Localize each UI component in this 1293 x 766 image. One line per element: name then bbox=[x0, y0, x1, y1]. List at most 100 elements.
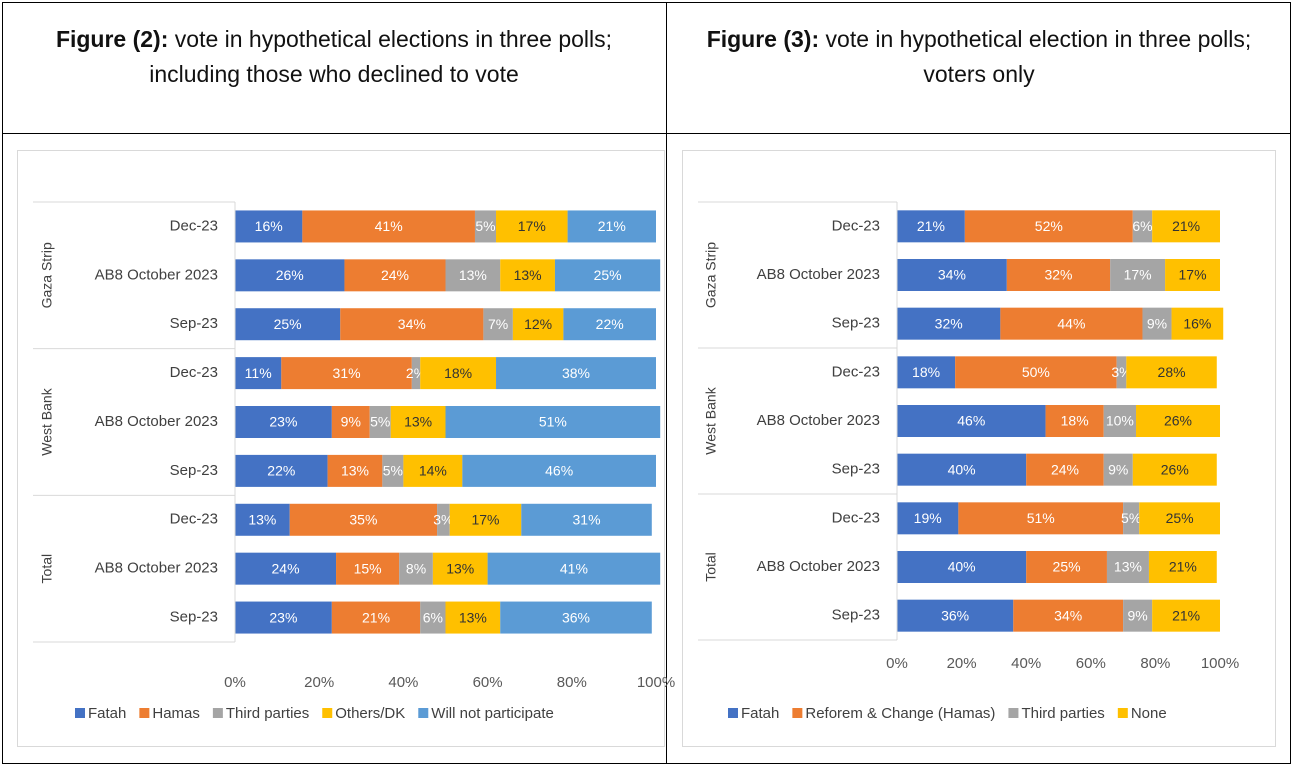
bar-segment bbox=[897, 599, 1014, 632]
bar-segment bbox=[964, 210, 1133, 243]
bar-segment bbox=[496, 357, 656, 390]
value-label: 17% bbox=[1179, 267, 1207, 283]
bar-segment bbox=[1142, 307, 1172, 340]
value-label: 41% bbox=[375, 218, 403, 234]
figure-caption: vote in hypothetical election in three p… bbox=[825, 26, 1252, 87]
legend-label: Fatah bbox=[88, 705, 126, 722]
bar-segment bbox=[1006, 259, 1111, 291]
figure-label: Figure (2): bbox=[55, 26, 169, 52]
x-tick-label: 100% bbox=[1201, 655, 1239, 672]
value-label: 44% bbox=[1057, 315, 1085, 331]
bar-segment bbox=[445, 406, 661, 438]
value-label: 17% bbox=[471, 511, 499, 527]
bar-segment bbox=[327, 454, 383, 487]
bar-segment bbox=[483, 308, 513, 341]
value-label: 9% bbox=[341, 414, 361, 430]
category-label: Sep-23 bbox=[170, 462, 218, 479]
value-label: 14% bbox=[419, 463, 447, 479]
value-label: 46% bbox=[545, 463, 573, 479]
x-tick-label: 40% bbox=[388, 674, 418, 691]
value-label: 25% bbox=[1053, 559, 1081, 575]
bar-segment bbox=[289, 503, 438, 536]
legend-swatch bbox=[139, 708, 150, 718]
bar-segment bbox=[445, 601, 501, 634]
bar-segment bbox=[235, 259, 345, 292]
value-label: 51% bbox=[539, 414, 567, 430]
bar-segment bbox=[1103, 405, 1137, 437]
value-label: 51% bbox=[1027, 510, 1055, 526]
value-label: 21% bbox=[598, 218, 626, 234]
bar-segment bbox=[344, 259, 446, 292]
bar-segment bbox=[897, 259, 1007, 291]
bar-segment bbox=[235, 308, 341, 341]
bar-segment bbox=[420, 601, 446, 634]
bar-segment bbox=[390, 406, 446, 438]
header-cell: Figure (2): vote in hypothetical electio… bbox=[20, 22, 648, 92]
bar-segment bbox=[235, 454, 328, 487]
category-label: AB8 October 2023 bbox=[95, 413, 218, 430]
bar-segment bbox=[897, 356, 956, 389]
legend-label: None bbox=[1131, 705, 1167, 722]
bar-segment bbox=[487, 552, 661, 585]
value-label: 40% bbox=[948, 461, 976, 477]
bar-segment bbox=[1106, 551, 1149, 583]
legend-swatch bbox=[212, 708, 223, 718]
value-label: 5% bbox=[370, 414, 390, 430]
legend-swatch bbox=[728, 708, 738, 718]
value-label: 34% bbox=[398, 316, 426, 332]
category-label: Dec-23 bbox=[170, 364, 218, 381]
legend-label: Others/DK bbox=[335, 705, 405, 722]
bar-segment bbox=[432, 552, 488, 585]
value-label: 25% bbox=[274, 316, 302, 332]
legend-swatch bbox=[1008, 708, 1019, 718]
bar-segment bbox=[567, 210, 656, 243]
value-label: 21% bbox=[362, 609, 390, 625]
bar-segment bbox=[512, 308, 564, 341]
category-label: Sep-23 bbox=[832, 607, 880, 624]
value-label: 46% bbox=[957, 413, 985, 429]
value-label: 5% bbox=[1121, 510, 1141, 526]
bar-segment bbox=[1171, 307, 1224, 340]
value-label: 22% bbox=[596, 316, 624, 332]
bar-segment bbox=[1165, 259, 1220, 291]
value-label: 35% bbox=[349, 511, 377, 527]
value-label: 17% bbox=[518, 218, 546, 234]
value-label: 18% bbox=[912, 364, 940, 380]
chart-frame bbox=[682, 150, 1276, 747]
value-label: 52% bbox=[1035, 218, 1063, 234]
value-label: 18% bbox=[444, 365, 472, 381]
value-label: 26% bbox=[1164, 413, 1192, 429]
value-label: 23% bbox=[269, 414, 297, 430]
value-label: 31% bbox=[573, 511, 601, 527]
category-label: AB8 October 2023 bbox=[95, 560, 218, 577]
group-label: Gaza Strip bbox=[703, 242, 719, 308]
value-label: 32% bbox=[935, 315, 963, 331]
category-label: Sep-23 bbox=[832, 315, 880, 332]
value-label: 13% bbox=[404, 414, 432, 430]
group-label: West Bank bbox=[39, 387, 55, 455]
legend-swatch bbox=[75, 708, 85, 718]
value-label: 36% bbox=[562, 609, 590, 625]
bar-segment bbox=[1110, 259, 1166, 291]
bar-segment bbox=[1123, 502, 1140, 535]
x-tick-label: 40% bbox=[1011, 655, 1041, 672]
value-label: 21% bbox=[1172, 607, 1200, 623]
value-label: 9% bbox=[1147, 315, 1167, 331]
category-label: AB8 October 2023 bbox=[95, 266, 218, 283]
chart-frame bbox=[17, 150, 665, 747]
value-label: 24% bbox=[1051, 461, 1079, 477]
legend-swatch bbox=[1117, 708, 1128, 718]
value-label: 38% bbox=[562, 365, 590, 381]
bar-segment bbox=[496, 210, 568, 243]
legend-label: Will not participate bbox=[431, 705, 554, 722]
group-label: Total bbox=[703, 552, 719, 582]
value-label: 5% bbox=[475, 218, 495, 234]
bar-segment bbox=[474, 210, 497, 243]
bar-segment bbox=[235, 357, 282, 390]
header-cell: Figure (3): vote in hypothetical electio… bbox=[684, 22, 1274, 92]
value-label: 26% bbox=[1161, 461, 1189, 477]
category-label: AB8 October 2023 bbox=[757, 266, 880, 283]
